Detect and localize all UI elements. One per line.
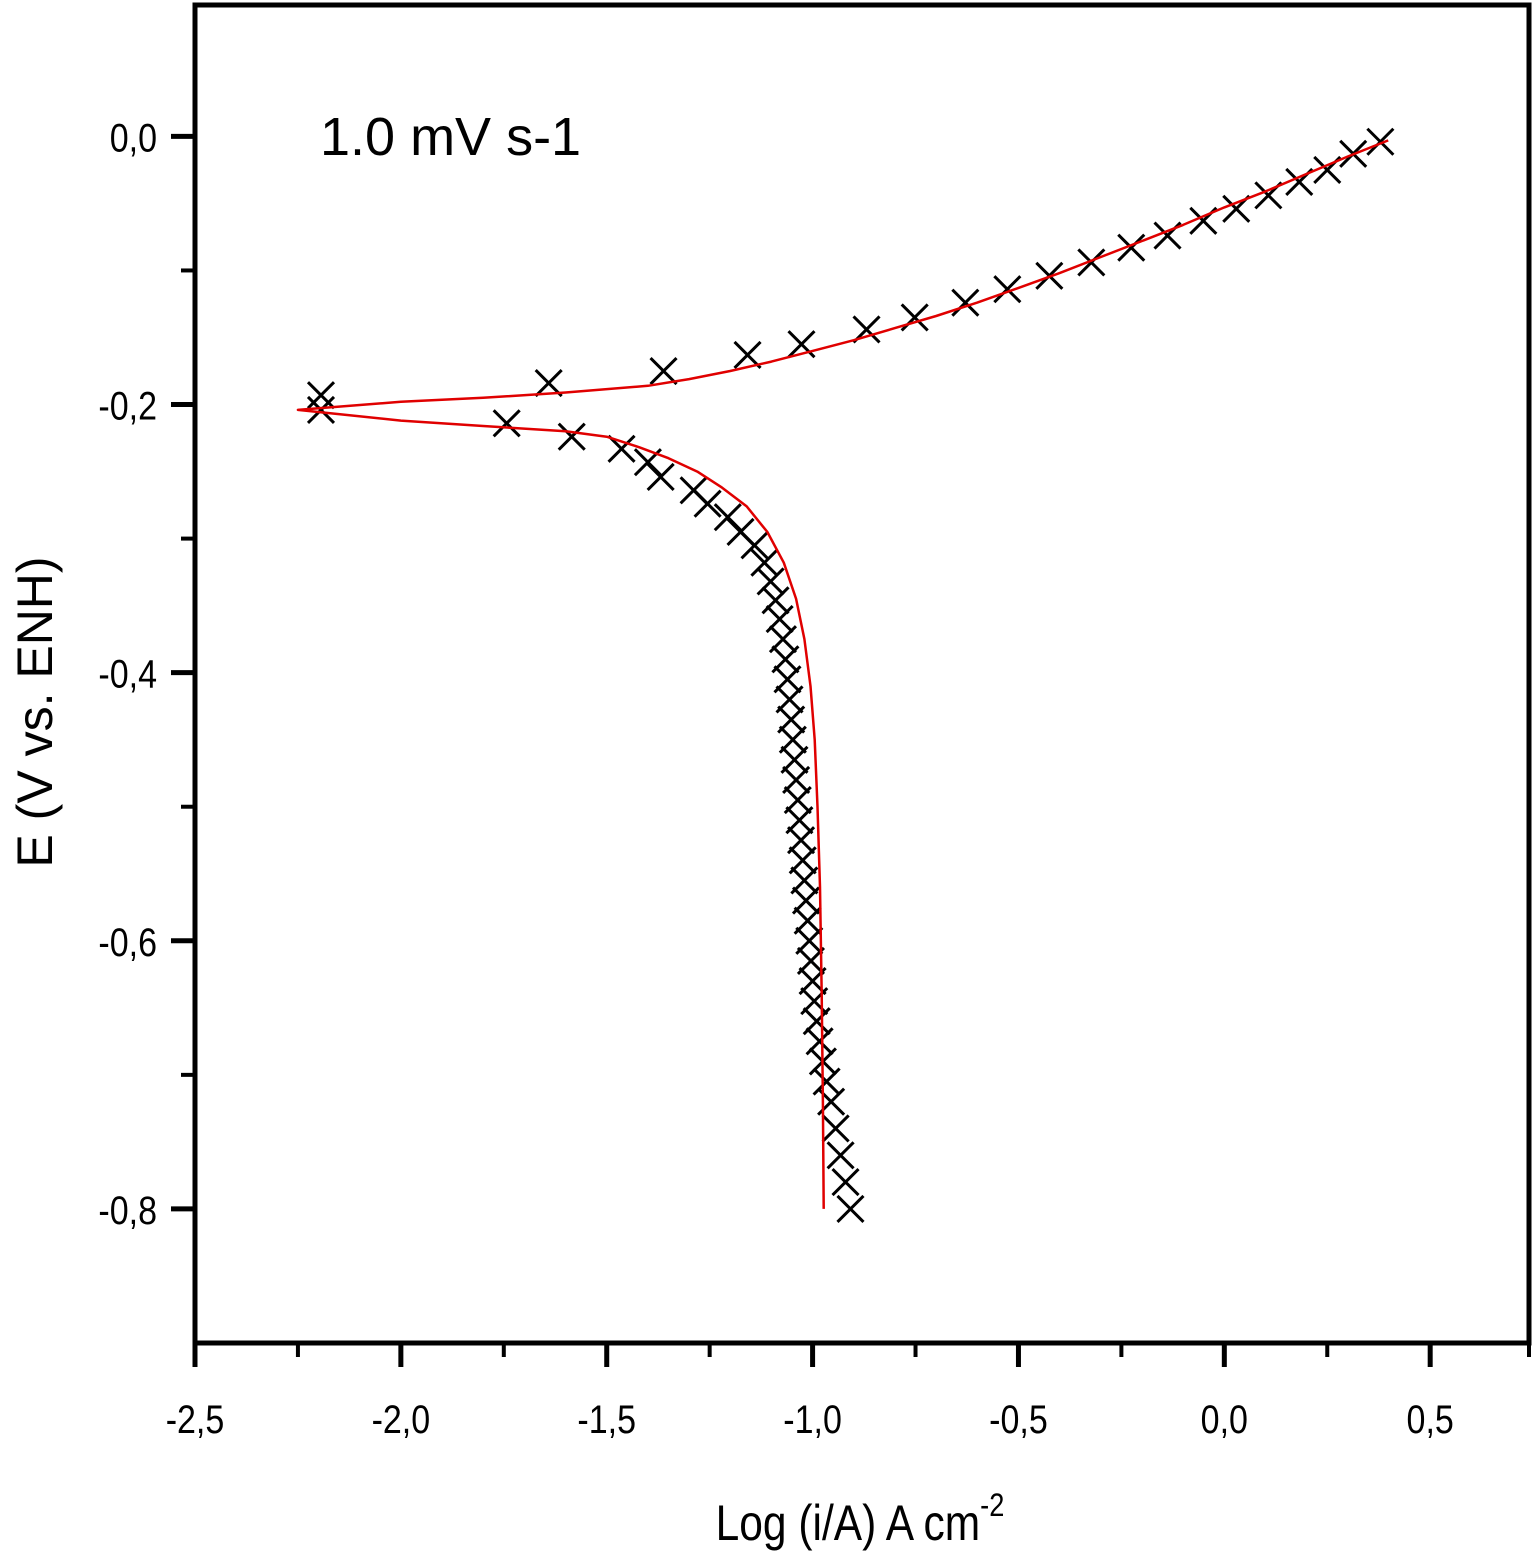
y-tick-label: -0,2 [98, 383, 157, 428]
data-point-x-marker [1077, 248, 1106, 277]
y-axis-tick-labels: 0,0 -0,2 -0,4 -0,6 -0,8 [98, 115, 157, 1233]
data-point-x-marker [787, 330, 816, 359]
data-point-x-marker [306, 381, 336, 410]
data-point-x-marker [492, 409, 521, 438]
x-axis-tick-labels: -2,5 -2,0 -1,5 -1,0 -0,5 0,0 0,5 [166, 1396, 1454, 1441]
data-point-x-marker [646, 462, 675, 491]
y-tick-label: -0,6 [98, 919, 157, 964]
data-point-x-marker [812, 1067, 841, 1096]
data-point-x-marker [831, 1168, 860, 1197]
x-axis-title-main: Log (i/A) A cm [716, 1495, 980, 1551]
data-point-x-marker [1366, 127, 1395, 156]
y-tick-label: -0,4 [98, 651, 157, 696]
data-point-x-marker [993, 275, 1022, 304]
data-point-x-marker [534, 369, 563, 398]
x-tick-label: -1,0 [783, 1396, 842, 1441]
data-point-x-marker [836, 1194, 865, 1223]
x-axis-ticks [192, 1343, 1531, 1367]
data-point-x-marker [821, 1114, 850, 1143]
data-point-x-marker [649, 356, 678, 386]
x-axis-title-superscript: -2 [980, 1488, 1004, 1524]
data-point-x-marker [756, 567, 785, 596]
data-point-x-marker [607, 434, 636, 463]
data-point-x-marker [740, 531, 769, 560]
plot-frame [192, 2, 1532, 1346]
data-point-x-marker [951, 288, 980, 317]
data-point-x-marker [900, 303, 929, 332]
data-point-x-marker [750, 548, 779, 577]
x-tick-label: -2,0 [372, 1396, 431, 1441]
y-tick-label: -0,8 [98, 1187, 157, 1232]
series-cathodic-data [306, 395, 865, 1223]
series-fit-curve [296, 139, 1389, 1209]
data-point-x-marker [1117, 233, 1146, 262]
fit-line [296, 139, 1389, 1209]
y-axis-title: E (V vs. ENH) [7, 556, 63, 867]
data-point-x-marker [306, 395, 336, 424]
data-point-x-marker [826, 1141, 855, 1170]
data-series [296, 127, 1395, 1223]
x-tick-label: 0,0 [1201, 1396, 1248, 1441]
data-point-x-marker [733, 340, 762, 369]
scan-rate-annotation: 1.0 mV s-1 [320, 107, 581, 167]
x-tick-label: -1,5 [577, 1396, 636, 1441]
y-tick-label: 0,0 [110, 115, 157, 160]
data-point-x-marker [761, 586, 790, 615]
x-tick-label: -0,5 [989, 1396, 1048, 1441]
x-tick-label: 0,5 [1407, 1396, 1454, 1441]
series-anodic-data [306, 127, 1395, 410]
data-point-x-marker [693, 489, 722, 518]
x-tick-label: -2,5 [166, 1396, 225, 1441]
data-point-x-marker [557, 422, 586, 451]
y-axis-ticks [171, 133, 195, 1212]
x-axis-title: Log (i/A) A cm-2 [716, 1488, 1005, 1551]
